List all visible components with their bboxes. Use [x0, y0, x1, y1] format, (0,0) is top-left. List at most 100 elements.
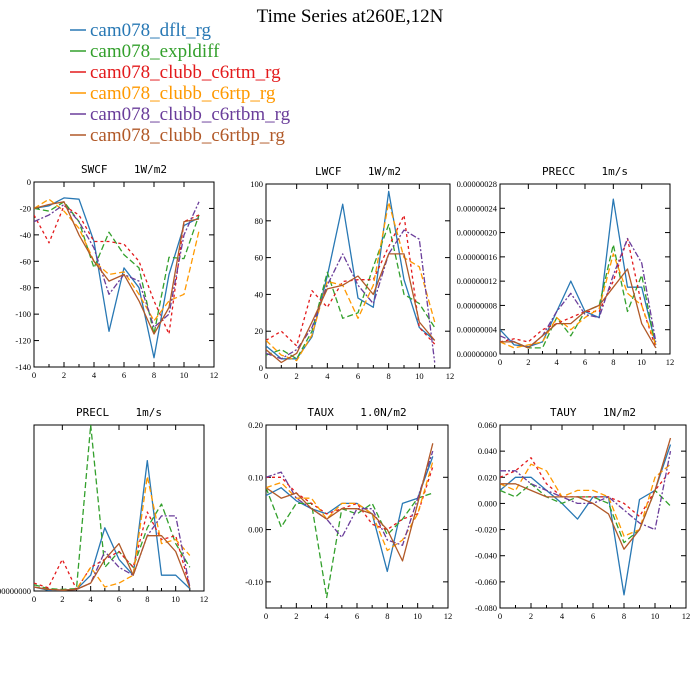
y-tick-label: -140	[15, 362, 31, 372]
x-tick-label: 8	[611, 357, 615, 367]
series-line-4	[500, 463, 671, 537]
y-tick-label: 0.00000000	[0, 586, 31, 596]
x-tick-label: 0	[498, 357, 502, 367]
series-line-6	[266, 443, 434, 562]
y-tick-label: 20	[255, 326, 264, 336]
chart-panel-2: LWCF 1W/m2 0 2 4 6 8 10 12 0 20 40 60 80 100	[250, 165, 454, 381]
series-line-5	[34, 201, 200, 329]
x-tick-label: 2	[294, 611, 298, 621]
x-tick-label: 8	[622, 611, 626, 621]
y-tick-label: 0	[259, 363, 263, 373]
x-tick-label: 8	[385, 611, 389, 621]
panel-title: SWCF 1W/m2	[81, 163, 167, 176]
y-tick-label: 0.00000004	[457, 325, 498, 335]
series-line-1	[266, 456, 434, 573]
series-line-4	[266, 461, 434, 552]
x-tick-label: 10	[413, 611, 422, 621]
x-tick-label: 0	[32, 594, 36, 604]
x-tick-label: 6	[122, 370, 126, 380]
x-tick-label: 10	[180, 370, 189, 380]
panel-title: TAUX 1.0N/m2	[307, 406, 406, 419]
y-tick-label: 0.060	[478, 420, 497, 430]
x-tick-label: 4	[555, 357, 560, 367]
y-tick-label: 0.00000020	[457, 228, 497, 238]
series-line-3	[500, 237, 657, 349]
legend-label: cam078_clubb_c6rtm_rg	[90, 62, 281, 83]
chart-panel-3: PRECC 1m/s 0 2 4 6 8 10 12 0.00000000 0.00000004 0…	[457, 165, 675, 367]
series-line-1	[34, 459, 191, 591]
series-group	[266, 190, 436, 364]
chart-panel-5: TAUX 1.0N/m2 0 2 4 6 8 10 12 0.20 0.10 0.00 -0.10	[245, 406, 452, 621]
x-tick-label: 12	[682, 611, 691, 621]
series-line-3	[266, 466, 434, 531]
x-tick-label: 2	[60, 594, 64, 604]
series-line-4	[34, 198, 200, 322]
x-tick-label: 10	[651, 611, 660, 621]
series-group	[34, 425, 191, 591]
x-tick-label: 6	[355, 611, 359, 621]
series-line-6	[34, 201, 200, 335]
x-tick-label: 4	[92, 370, 97, 380]
series-line-4	[266, 201, 436, 362]
x-tick-label: 2	[526, 357, 530, 367]
x-tick-label: 0	[32, 370, 36, 380]
x-tick-label: 10	[637, 357, 646, 367]
x-tick-label: 4	[560, 611, 565, 621]
series-line-4	[500, 253, 657, 349]
legend-label: cam078_dflt_rg	[90, 20, 212, 41]
legend-entry: cam078_clubb_c6rtm_rg	[70, 62, 281, 83]
x-tick-label: 0	[264, 371, 268, 381]
y-tick-label: -100	[15, 309, 31, 319]
y-tick-label: -0.080	[475, 603, 497, 613]
series-line-6	[266, 253, 436, 364]
x-tick-label: 8	[387, 371, 391, 381]
y-tick-label: -60	[20, 256, 31, 266]
y-tick-label: 0.00000016	[457, 252, 497, 262]
legend-entry: cam078_clubb_c6rtbm_rg	[70, 104, 291, 125]
legend-entry: cam078_dflt_rg	[70, 20, 212, 41]
series-line-6	[500, 268, 657, 349]
legend-label: cam078_expldiff	[90, 41, 220, 62]
series-line-6	[34, 535, 191, 591]
y-tick-label: 0.020	[478, 472, 497, 482]
x-tick-label: 0	[264, 611, 268, 621]
chart-panel-4: PRECL 1m/s0246810120.000000000.00000030.…	[0, 406, 209, 604]
series-line-2	[500, 244, 657, 349]
series-group	[500, 198, 657, 349]
x-tick-label: 6	[356, 371, 360, 381]
panel-title: PRECL 1m/s	[76, 406, 162, 419]
chart-panels: SWCF 1W/m2 0 2 4 6 8 10 12 0 -20 -40 -60 -80 -100 -120…	[0, 163, 690, 621]
legend: cam078_dflt_rgcam078_expldiffcam078_club…	[70, 20, 291, 146]
y-tick-label: -40	[20, 230, 31, 240]
y-tick-label: 0	[27, 177, 31, 187]
y-tick-label: 0.00000024	[457, 203, 498, 213]
x-tick-label: 12	[200, 594, 209, 604]
x-tick-label: 4	[325, 611, 330, 621]
y-tick-label: 0.00	[248, 525, 263, 535]
legend-label: cam078_clubb_c6rtbm_rg	[90, 104, 291, 125]
chart-panel-6: TAUY 1N/m2 0 2 4 6 8 10 12 0.060 0.040 0.020 0.000 -…	[475, 406, 690, 621]
y-tick-label: 0.20	[248, 420, 263, 430]
y-tick-label: 0.00000028	[457, 179, 497, 189]
plot-frame	[265, 424, 449, 609]
series-line-5	[266, 229, 436, 363]
legend-entry: cam078_clubb_c6rtp_rg	[70, 83, 276, 104]
x-tick-label: 4	[89, 594, 94, 604]
series-line-4	[34, 475, 191, 591]
series-line-5	[34, 515, 191, 591]
plot-frame	[33, 424, 205, 592]
series-line-1	[34, 197, 200, 359]
y-tick-label: 80	[255, 216, 264, 226]
series-line-2	[34, 425, 191, 591]
y-tick-label: 0.00000000	[457, 349, 497, 359]
y-tick-label: 0.00000012	[457, 276, 497, 286]
x-tick-label: 12	[444, 611, 453, 621]
x-tick-label: 2	[62, 370, 66, 380]
y-tick-label: 0.00000008	[457, 300, 497, 310]
panel-title: PRECC 1m/s	[542, 165, 628, 178]
x-tick-label: 2	[529, 611, 533, 621]
series-group	[34, 197, 200, 359]
series-line-3	[500, 457, 672, 518]
figure-title: Time Series at260E,12N	[257, 6, 444, 27]
panel-title: LWCF 1W/m2	[315, 165, 401, 178]
